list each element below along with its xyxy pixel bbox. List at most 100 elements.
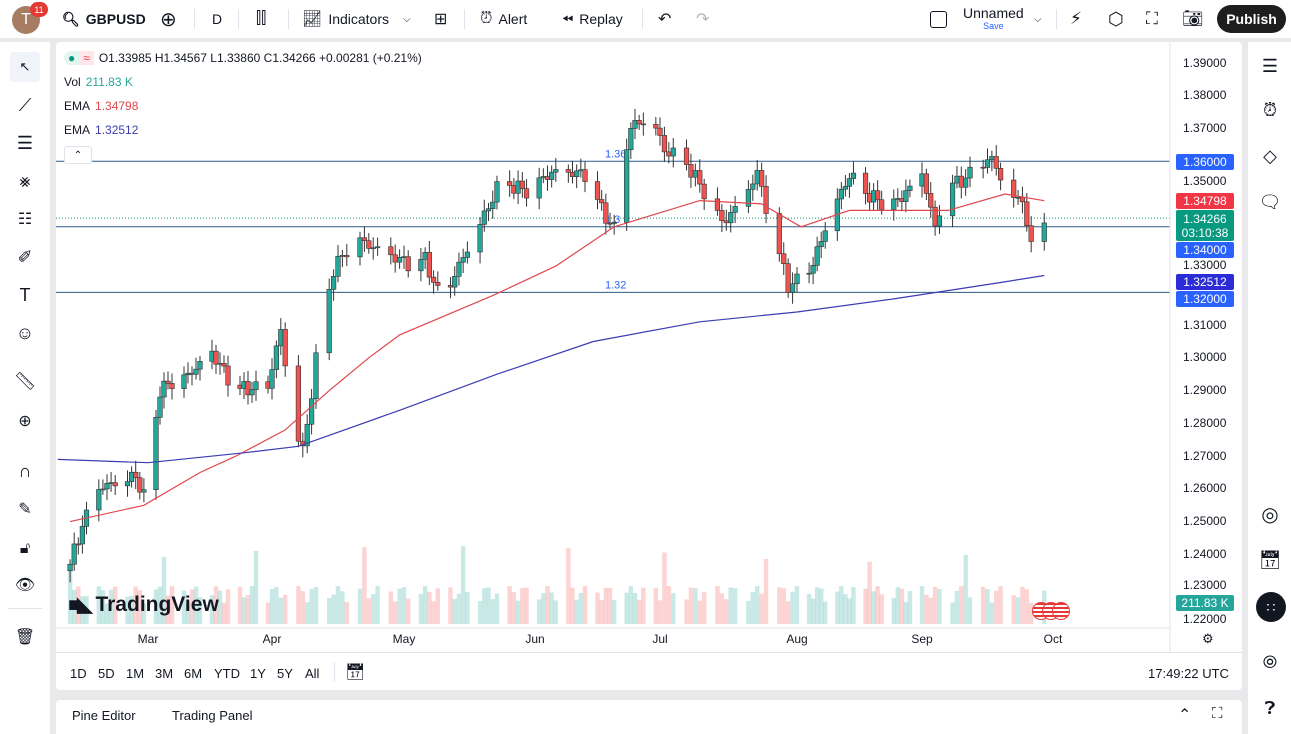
range-button-1d[interactable]: 1D (70, 666, 87, 681)
chats-button[interactable]: 🗨︎ (1256, 188, 1284, 216)
range-button-1y[interactable]: 1Y (250, 666, 266, 681)
magnet-tool[interactable]: ∩ (10, 456, 40, 486)
candle-body (96, 489, 102, 511)
goto-date-button[interactable]: 📅︎ (345, 662, 365, 682)
stay-drawing-tool[interactable]: ✎ (10, 494, 40, 524)
lock-tool[interactable]: 🔓︎ (10, 534, 40, 564)
collapse-panel-button[interactable]: ⌃ (1178, 705, 1191, 725)
candle-body (862, 172, 869, 194)
zoom-tool[interactable]: ⊕ (10, 406, 40, 436)
range-button-3m[interactable]: 3M (155, 666, 174, 681)
redo-button[interactable]: ↷ (696, 0, 709, 38)
candle-body (954, 175, 960, 184)
publish-button[interactable]: Publish (1217, 5, 1286, 33)
volume-bar (100, 590, 106, 624)
streams-button[interactable]: ⦾ (1256, 648, 1284, 676)
measure-tool[interactable]: 📏︎ (10, 366, 40, 396)
ideas-button[interactable]: ◎ (1256, 500, 1284, 528)
alerts-button[interactable]: ⏰︎ (1256, 96, 1284, 124)
collapse-legend-button[interactable]: ⌃ (64, 146, 92, 164)
candle-body (225, 365, 231, 386)
tab-trading-panel[interactable]: Trading Panel (172, 708, 253, 723)
range-button-5y[interactable]: 5Y (277, 666, 293, 681)
candle-body (661, 135, 668, 153)
symbol-search[interactable]: 🔍︎ GBPUSD (62, 0, 146, 38)
volume-bar (989, 602, 995, 624)
volume-bar (574, 599, 579, 624)
forecast-tool[interactable]: ☷ (10, 204, 40, 234)
volume-bar (157, 586, 163, 624)
alert-button[interactable]: ⏰︎ Alert (480, 0, 527, 38)
range-button-6m[interactable]: 6M (184, 666, 203, 681)
volume-bar (1024, 589, 1029, 624)
brush-tool[interactable]: ✐ (10, 242, 40, 272)
replay-button[interactable]: ⏪︎ Replay (562, 0, 623, 38)
trendline-tool[interactable]: ⟋ (10, 90, 40, 120)
volume-legend[interactable]: Vol 211.83 K (64, 75, 133, 89)
clock[interactable]: 17:49:22 UTC (1148, 666, 1229, 681)
hide-tool[interactable]: 👁︎ (10, 570, 40, 600)
broadcast-icon: ⦾ (1262, 651, 1278, 672)
volume-bar (477, 600, 483, 624)
ema-label: EMA (64, 99, 91, 113)
fib-tool[interactable]: ☰ (10, 128, 40, 158)
candle-body (789, 283, 796, 293)
remove-drawings-tool[interactable]: 🗑︎ (10, 622, 40, 652)
volume-bar (790, 591, 795, 624)
events-flags[interactable] (1032, 602, 1076, 620)
indicators-button[interactable]: 📈︎ Indicators ⌵ (302, 0, 411, 38)
pattern-tool[interactable]: ⨳ (10, 166, 40, 196)
interval-button[interactable]: D (212, 0, 222, 38)
interval-label: D (212, 11, 223, 27)
volume-bar (309, 588, 314, 624)
brush-icon: ✐ (17, 246, 33, 267)
volume-bar (80, 596, 85, 624)
candle-body (989, 156, 995, 161)
volume-bar (732, 588, 738, 624)
chart-type-button[interactable]: ⫿⫿ (256, 0, 266, 38)
tab-pine-editor[interactable]: Pine Editor (72, 708, 136, 723)
icon-tool[interactable]: ☺ (10, 318, 40, 348)
candle-body (511, 185, 517, 194)
object-tree-button[interactable]: ◇ (1256, 142, 1284, 170)
maximize-panel-button[interactable]: ⛶ (1212, 705, 1223, 722)
text-tool[interactable]: T (10, 280, 40, 310)
ema-slow-legend[interactable]: EMA 1.32512 (64, 123, 138, 137)
compare-symbol-button[interactable]: ⊕ (160, 0, 177, 38)
ema-fast-legend[interactable]: EMA 1.34798 (64, 99, 138, 113)
range-button-5d[interactable]: 5D (98, 666, 115, 681)
volume-bar (823, 601, 828, 624)
candle-body (1028, 225, 1034, 242)
pattern-icon: ⨳ (19, 170, 31, 191)
volume-bar (545, 586, 550, 624)
time-tick: Apr (262, 632, 282, 646)
quick-search-button[interactable]: ⚡︎ (1070, 0, 1082, 38)
layout-menu-button[interactable]: ⌵ (1034, 0, 1042, 38)
candle-body (418, 259, 424, 272)
layouts-button[interactable]: ⊞ (434, 0, 447, 38)
range-button-all[interactable]: All (305, 666, 320, 681)
layout-toggle[interactable] (930, 0, 947, 38)
save-link[interactable]: Save (983, 21, 1004, 31)
chevron-down-icon: ⌵ (403, 13, 411, 25)
range-button-ytd[interactable]: YTD (214, 666, 240, 681)
watchlist-button[interactable]: ☰ (1256, 52, 1284, 80)
axis-settings-button[interactable]: ⚙ (1202, 631, 1214, 647)
alarm-clock-icon: ⏰︎ (480, 10, 493, 27)
cursor-tool[interactable]: ↖ (10, 52, 40, 82)
range-button-1m[interactable]: 1M (126, 666, 145, 681)
undo-button[interactable]: ↶ (658, 0, 671, 38)
volume-bar (662, 552, 667, 624)
volume-bar (141, 603, 147, 624)
snapshot-button[interactable]: 📷︎ (1182, 0, 1204, 38)
volume-bar (566, 547, 571, 624)
layout-name-button[interactable]: Unnamed Save (963, 5, 1024, 32)
fullscreen-button[interactable]: ⛶ (1146, 0, 1158, 38)
candle-body (374, 246, 381, 249)
products-button[interactable]: ∷ (1256, 592, 1286, 622)
calendar-button[interactable]: 📅︎ (1256, 546, 1284, 574)
settings-button[interactable]: ⬡ (1108, 0, 1124, 38)
alert-label: Alert (498, 11, 528, 27)
help-button[interactable]: ❓︎ (1256, 694, 1284, 722)
